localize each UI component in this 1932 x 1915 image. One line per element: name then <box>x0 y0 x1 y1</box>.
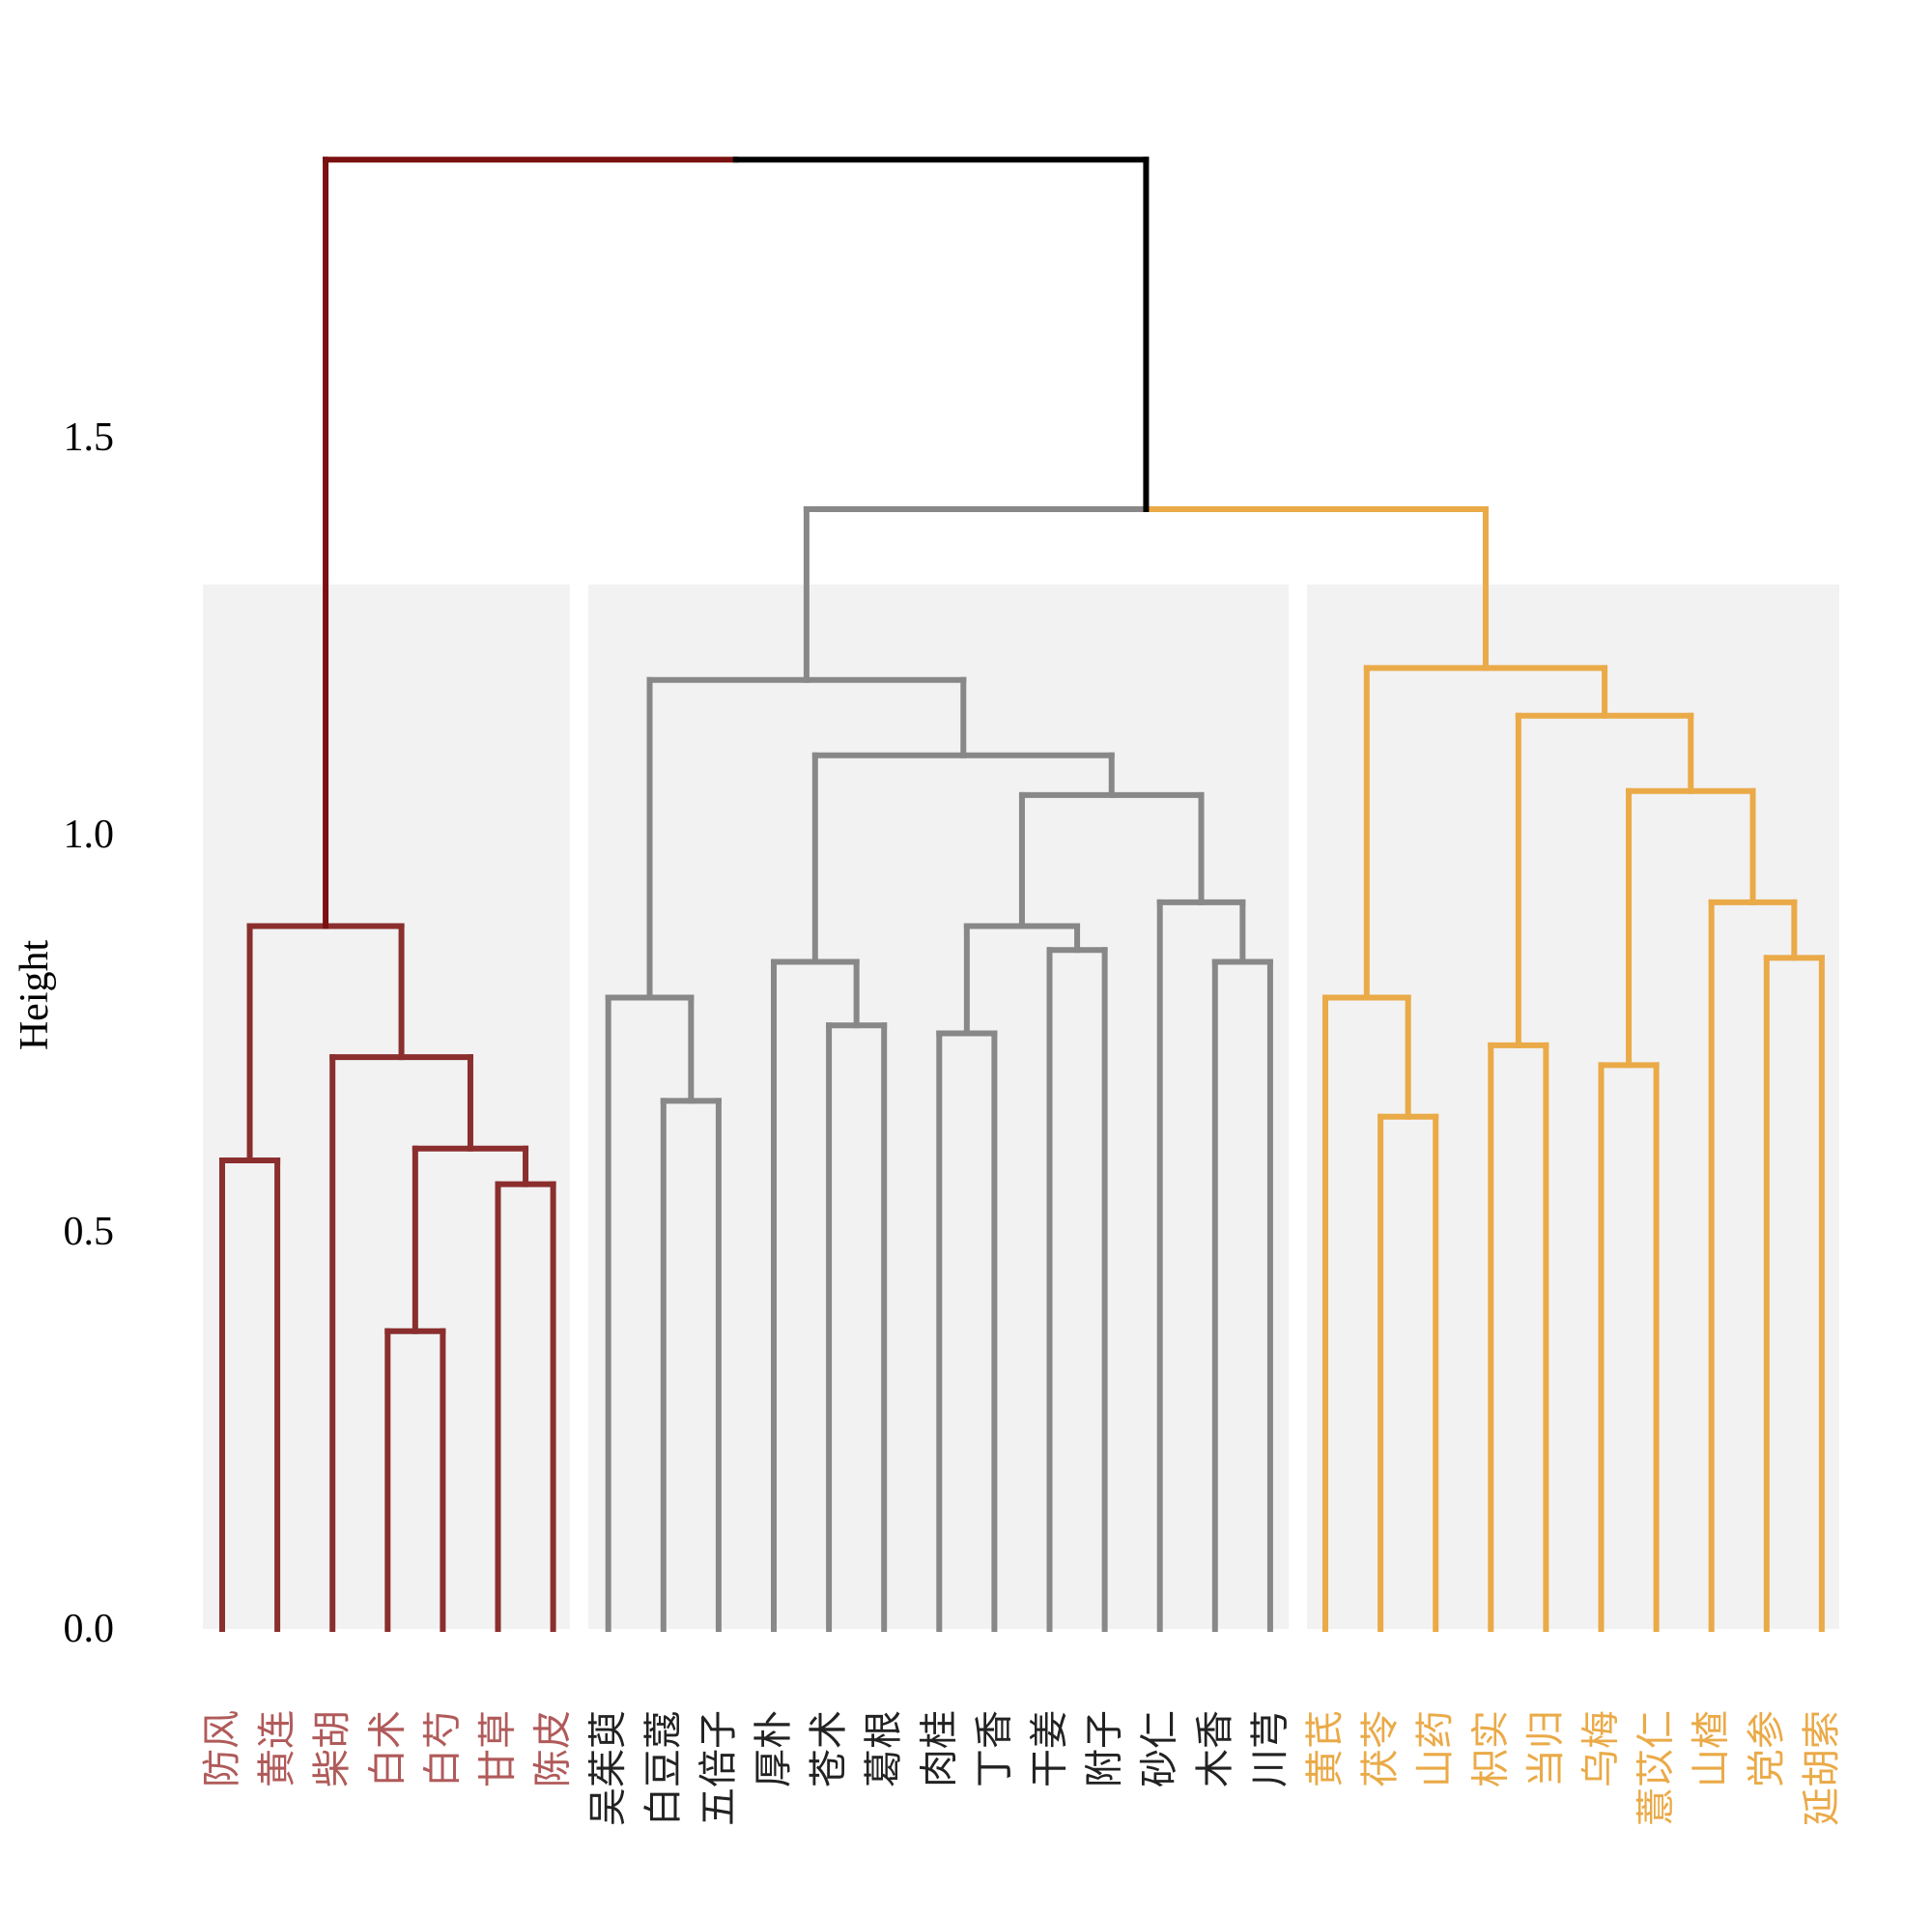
y-tick-label: 1.5 <box>64 415 115 460</box>
leaf-label: 当归 <box>1523 1710 1568 1787</box>
leaf-label: 党参 <box>1745 1710 1789 1787</box>
leaf-label: 干姜 <box>1028 1710 1072 1787</box>
leaf-label: 附子 <box>1083 1710 1127 1787</box>
leaf-labels: 防风 黄连 柴胡 白术 白芍 甘草 陈皮 吴茱萸 白豆蔻 五倍子 厚朴 苍术 葛根 肉桂 丁香 干姜 附子 砂仁木… <box>200 1710 1844 1826</box>
leaf-label: 甘草 <box>476 1710 521 1787</box>
leaf-label: 吴茱萸 <box>586 1710 631 1826</box>
y-tick-label: 1.0 <box>64 813 115 857</box>
leaf-label: 白芍 <box>420 1710 465 1787</box>
leaf-label: 柴胡 <box>310 1710 355 1787</box>
leaf-label: 白豆蔻 <box>641 1710 686 1826</box>
y-tick-label: 0.0 <box>64 1607 115 1651</box>
leaf-label: 山楂 <box>1690 1710 1734 1787</box>
leaf-label: 苍术 <box>807 1710 851 1787</box>
leaf-label: 白术 <box>365 1710 410 1787</box>
leaf-label: 黄连 <box>255 1710 299 1787</box>
leaf-label: 厚朴 <box>752 1710 796 1787</box>
leaf-label: 肉桂 <box>917 1710 961 1787</box>
leaf-label: 山药 <box>1413 1710 1458 1787</box>
y-axis-title: Height <box>13 940 57 1051</box>
leaf-label: 薏苡仁 <box>1634 1710 1679 1826</box>
leaf-label: 木香 <box>1193 1710 1237 1787</box>
dendrogram-branches <box>219 157 1825 1632</box>
leaf-label: 砂仁 <box>1138 1710 1182 1787</box>
y-axis: 0.0 0.5 1.0 1.5 <box>64 415 115 1651</box>
leaf-label: 黄芪 <box>1303 1710 1348 1787</box>
leaf-label: 延胡索 <box>1800 1710 1844 1826</box>
leaf-label: 葛根 <box>862 1710 906 1787</box>
leaf-label: 茯苓 <box>1358 1710 1403 1787</box>
y-tick-label: 0.5 <box>64 1210 115 1254</box>
cluster-panels <box>203 585 1839 1629</box>
leaf-label: 川芎 <box>1248 1710 1293 1787</box>
cluster-panel-3 <box>1307 585 1839 1629</box>
leaf-label: 五倍子 <box>696 1710 741 1826</box>
leaf-label: 陈皮 <box>531 1710 576 1787</box>
leaf-label: 防风 <box>200 1710 244 1787</box>
leaf-label: 枳实 <box>1468 1710 1513 1787</box>
leaf-label: 丁香 <box>972 1710 1016 1787</box>
leaf-label: 乌梅 <box>1579 1710 1624 1787</box>
